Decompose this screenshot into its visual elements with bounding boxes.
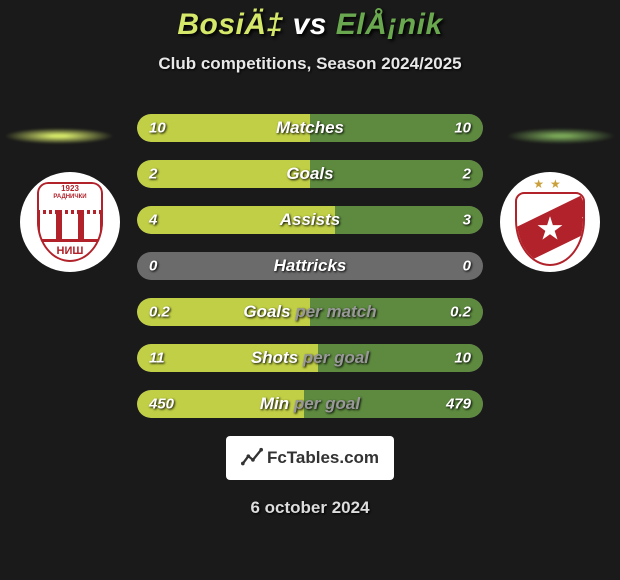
stat-bar-left [137,206,335,234]
stat-value-right: 0.2 [450,304,471,321]
crest-stars: ★★ [514,178,586,192]
crest-name: РАДНИЧКИ [37,193,103,201]
stat-row: 450479Min per goal [137,390,483,418]
crest-year: 1923 [37,185,103,193]
stat-value-left: 4 [149,212,157,229]
vs-label: vs [293,8,327,41]
crvena-zvezda-crest: ★★ [514,178,586,266]
brand-label: FcTables.com [267,448,379,468]
stat-label: Hattricks [137,256,483,276]
player1-name: BosiÄ‡ [177,8,283,41]
radnicki-crest: 1923 РАДНИЧКИ НИШ [37,182,103,262]
stat-value-right: 0 [463,258,471,275]
stats-rows: 1010Matches22Goals43Assists00Hattricks0.… [137,114,483,418]
stat-value-right: 3 [463,212,471,229]
stat-bar-right [310,160,483,188]
subtitle: Club competitions, Season 2024/2025 [0,54,620,74]
stat-bar-right [335,206,483,234]
team-left-badge: 1923 РАДНИЧКИ НИШ [20,172,120,272]
stat-bar-left [137,160,310,188]
stat-value-right: 10 [454,350,471,367]
stat-value-right: 479 [446,396,471,413]
stat-value-left: 2 [149,166,157,183]
stat-value-left: 11 [149,350,165,367]
stat-row: 1010Matches [137,114,483,142]
stat-value-left: 10 [149,120,166,137]
team-right-shadow [506,128,616,144]
team-right-badge: ★★ [500,172,600,272]
player2-name: ElÅ¡nik [336,8,443,41]
stat-value-right: 2 [463,166,471,183]
brand-badge[interactable]: FcTables.com [226,436,394,480]
stat-value-left: 0.2 [149,304,170,321]
stat-row: 0 0Hattricks [137,252,483,280]
stat-row: 0.20.2Goals per match [137,298,483,326]
chart-icon [241,447,263,469]
stat-value-left: 0 [149,258,157,275]
stat-value-left: 450 [149,396,174,413]
stat-row: 22Goals [137,160,483,188]
crest-city: НИШ [37,242,103,262]
team-left-shadow [4,128,114,144]
stat-row: 1110Shots per goal [137,344,483,372]
stat-row: 43Assists [137,206,483,234]
comparison-title: BosiÄ‡ vs ElÅ¡nik [0,0,620,42]
stat-value-right: 10 [454,120,471,137]
date-label: 6 october 2024 [0,498,620,518]
